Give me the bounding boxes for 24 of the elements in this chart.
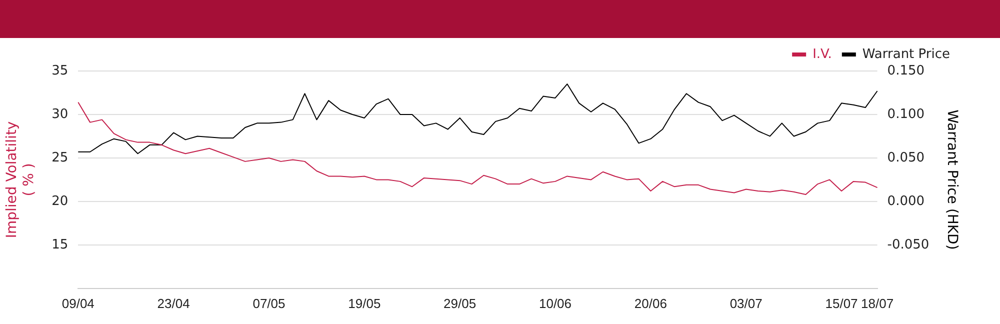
y-tick-label: 15 bbox=[52, 237, 68, 252]
y2-tick-label: 0.050 bbox=[887, 150, 925, 166]
y-tick-label: 20 bbox=[52, 194, 68, 209]
y2-tick-label: 0.000 bbox=[887, 194, 925, 209]
x-tick-label: 29/05 bbox=[444, 296, 476, 311]
y-tick-label: 25 bbox=[52, 150, 68, 166]
y2-tick-label: -0.050 bbox=[887, 237, 930, 252]
y-tick-label: 30 bbox=[52, 106, 68, 122]
x-tick-label: 09/04 bbox=[62, 296, 94, 311]
x-tick-label: 10/06 bbox=[538, 296, 572, 311]
y2-tick-label: 0.150 bbox=[887, 63, 925, 78]
legend-label: I.V. bbox=[812, 46, 832, 62]
y2-axis-title: Warrant Price (HKD) bbox=[944, 110, 960, 250]
y2-tick-label: 0.100 bbox=[887, 106, 925, 122]
x-tick-label: 19/05 bbox=[348, 296, 381, 311]
x-tick-label: 15/07 bbox=[825, 296, 858, 311]
x-tick-label: 03/07 bbox=[730, 296, 762, 311]
y-axis-title: Implied Volatility ( % ) bbox=[4, 121, 37, 238]
x-tick-label: 20/06 bbox=[634, 296, 667, 311]
x-tick-label: 23/04 bbox=[157, 296, 190, 311]
y-tick-label: 35 bbox=[52, 63, 68, 78]
x-tick-label: 07/05 bbox=[252, 296, 286, 311]
legend-label: Warrant Price bbox=[862, 46, 950, 62]
x-tick-label: 18/07 bbox=[861, 296, 894, 311]
